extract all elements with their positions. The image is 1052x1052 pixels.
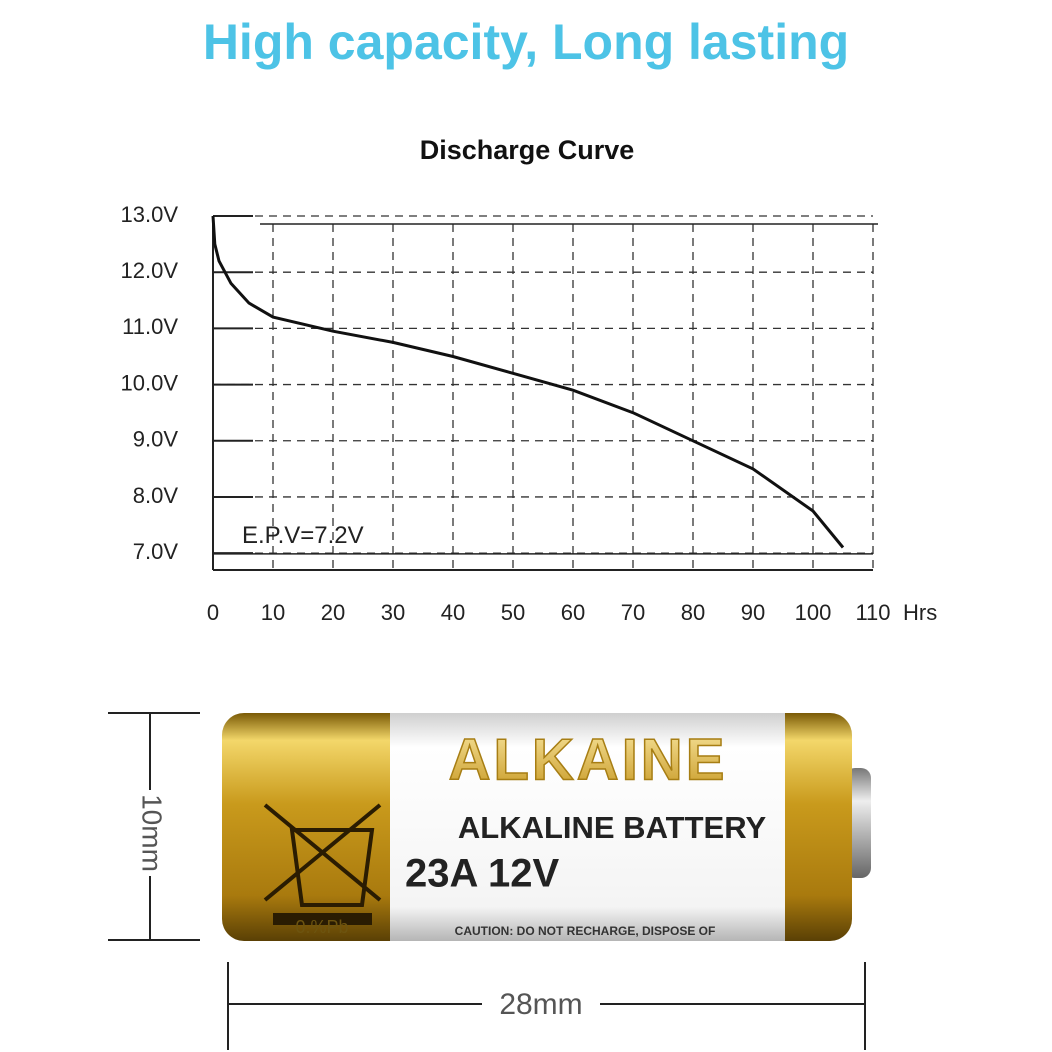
x-tick-label: 80	[681, 600, 705, 625]
battery-brand: ALKAINE	[449, 727, 728, 792]
x-tick-label: 0	[207, 600, 219, 625]
x-tick-label: 90	[741, 600, 765, 625]
y-tick-label: 9.0V	[133, 427, 179, 452]
chart-title: Discharge Curve	[420, 135, 635, 165]
x-tick-label: 110	[855, 600, 890, 625]
recycle-icon	[263, 803, 382, 925]
battery-caution: CAUTION: DO NOT RECHARGE, DISPOSE OF	[455, 924, 716, 938]
y-tick-label: 7.0V	[133, 539, 179, 564]
battery-label	[390, 713, 785, 941]
battery-model: 23A 12V	[405, 852, 560, 896]
x-tick-label: 70	[621, 600, 645, 625]
y-tick-label: 12.0V	[121, 258, 179, 283]
y-tick-label: 13.0V	[121, 202, 179, 227]
battery-pb: 0.%Pb	[295, 917, 348, 937]
x-tick-label: 10	[261, 600, 285, 625]
x-tick-label: 100	[795, 600, 832, 625]
y-tick-label: 10.0V	[121, 370, 179, 395]
x-tick-label: 40	[441, 600, 465, 625]
dimension-height: 10mm	[137, 794, 168, 872]
x-tick-label: 60	[561, 600, 585, 625]
headline: High capacity, Long lasting	[203, 14, 849, 70]
x-tick-label: 50	[501, 600, 525, 625]
x-axis-label: Hrs	[903, 600, 937, 625]
battery: ALKAINE ALKALINE BATTERY 23A 12V CAUTION…	[222, 713, 871, 941]
battery-type: ALKALINE BATTERY	[458, 810, 767, 845]
y-tick-label: 8.0V	[133, 483, 179, 508]
x-tick-label: 30	[381, 600, 405, 625]
x-tick-label: 20	[321, 600, 345, 625]
dimension-length: 28mm	[499, 988, 582, 1021]
chart: 7.0V 8.0V 9.0V 10.0V 11.0V 12.0V 13.0V 0 10 20 30 4…	[121, 202, 938, 625]
annotation: E.P.V=7.2V	[242, 522, 364, 549]
dimensions	[108, 712, 866, 1050]
discharge-curve	[211, 215, 845, 549]
y-tick-label: 11.0V	[122, 314, 178, 339]
